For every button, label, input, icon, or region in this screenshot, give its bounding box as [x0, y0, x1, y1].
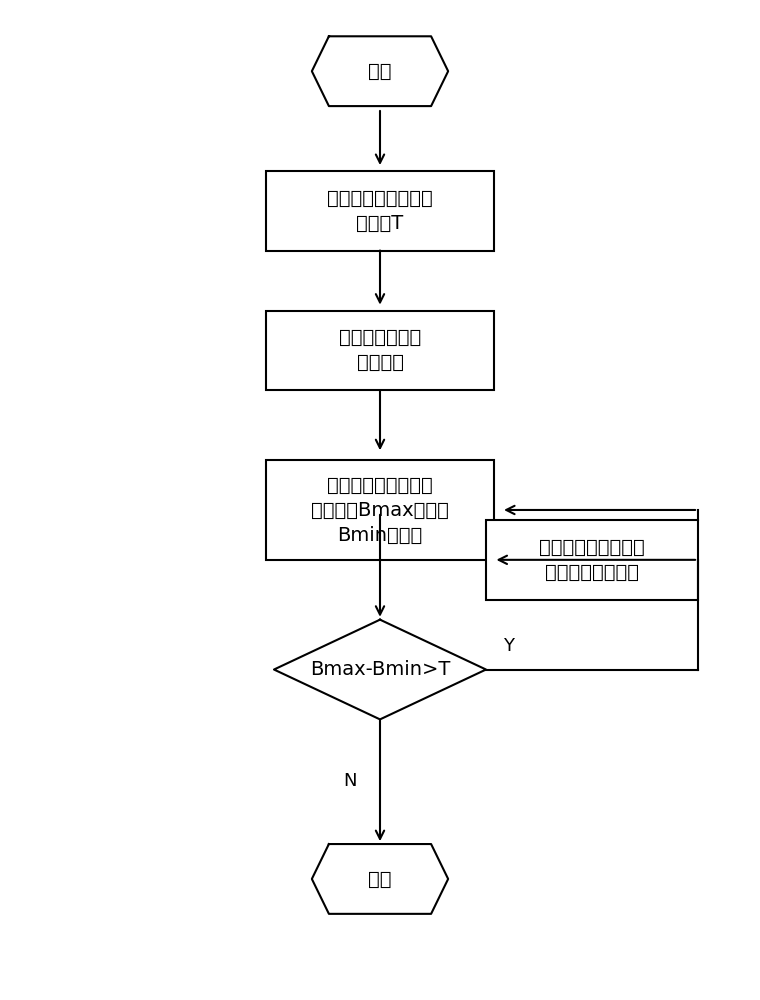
FancyBboxPatch shape — [486, 520, 698, 600]
Polygon shape — [274, 620, 486, 719]
FancyBboxPatch shape — [267, 311, 493, 390]
Text: Y: Y — [503, 637, 515, 655]
Text: 开始: 开始 — [369, 62, 391, 81]
Text: 对两链路进行差异互
补，均衡剩余带宽: 对两链路进行差异互 补，均衡剩余带宽 — [539, 538, 645, 582]
Text: 结束: 结束 — [369, 869, 391, 888]
FancyBboxPatch shape — [267, 171, 493, 251]
Text: 设定初始链路剩余带
宽差值T: 设定初始链路剩余带 宽差值T — [327, 189, 433, 233]
Text: N: N — [343, 772, 356, 790]
Text: Bmax-Bmin>T: Bmax-Bmin>T — [310, 660, 450, 679]
Text: 循环比较各链路
剩余带宽: 循环比较各链路 剩余带宽 — [339, 328, 421, 372]
FancyBboxPatch shape — [267, 460, 493, 560]
Text: 获取当前各链路剩余
带宽最大Bmax和最小
Bmin的链路: 获取当前各链路剩余 带宽最大Bmax和最小 Bmin的链路 — [311, 475, 449, 544]
Polygon shape — [312, 36, 448, 106]
Polygon shape — [312, 844, 448, 914]
